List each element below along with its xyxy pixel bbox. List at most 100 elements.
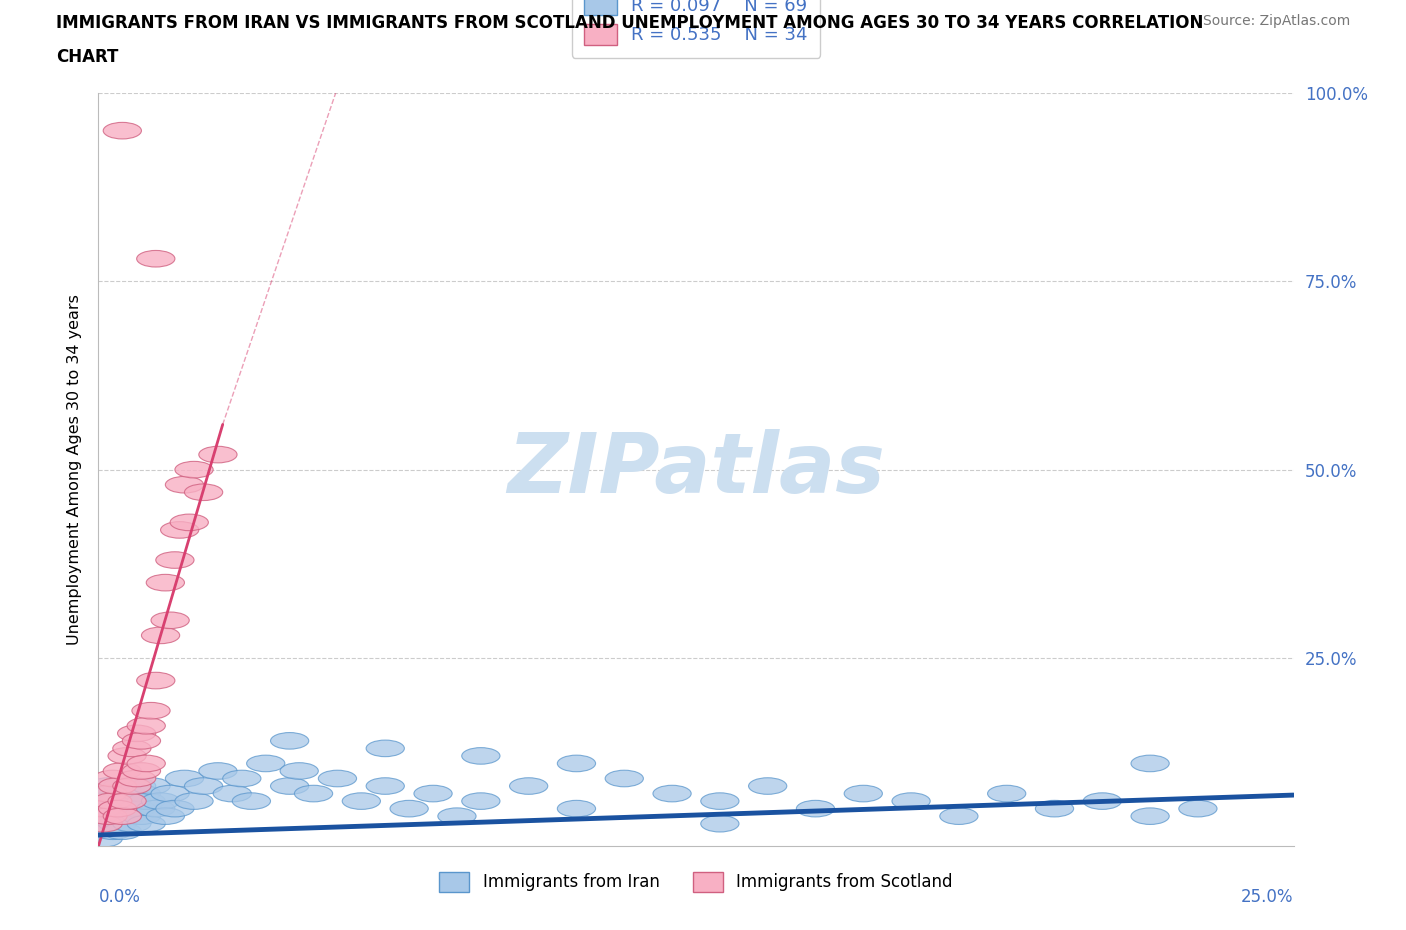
Ellipse shape [389,801,429,817]
Ellipse shape [700,816,740,832]
Ellipse shape [174,461,214,478]
Ellipse shape [150,785,190,802]
Ellipse shape [103,808,142,825]
Ellipse shape [184,484,222,500]
Ellipse shape [796,801,835,817]
Ellipse shape [122,733,160,750]
Ellipse shape [142,627,180,644]
Ellipse shape [366,777,405,794]
Ellipse shape [84,792,122,809]
Ellipse shape [214,785,252,802]
Ellipse shape [146,575,184,591]
Ellipse shape [1178,801,1218,817]
Ellipse shape [142,792,180,809]
Ellipse shape [98,801,136,817]
Ellipse shape [318,770,357,787]
Y-axis label: Unemployment Among Ages 30 to 34 years: Unemployment Among Ages 30 to 34 years [66,294,82,645]
Ellipse shape [1130,808,1170,825]
Ellipse shape [84,801,122,817]
Ellipse shape [94,770,132,787]
Text: 25.0%: 25.0% [1241,888,1294,906]
Ellipse shape [232,792,270,809]
Ellipse shape [112,740,150,757]
Text: CHART: CHART [56,48,118,66]
Ellipse shape [987,785,1026,802]
Ellipse shape [461,748,501,764]
Ellipse shape [98,816,136,832]
Text: ZIPatlas: ZIPatlas [508,429,884,511]
Ellipse shape [127,755,166,772]
Ellipse shape [108,808,146,825]
Ellipse shape [198,446,238,463]
Ellipse shape [112,777,150,794]
Ellipse shape [939,808,979,825]
Ellipse shape [844,785,883,802]
Ellipse shape [108,748,146,764]
Ellipse shape [170,514,208,531]
Ellipse shape [103,823,142,840]
Ellipse shape [103,763,142,779]
Ellipse shape [98,792,136,809]
Ellipse shape [891,792,931,809]
Ellipse shape [342,792,381,809]
Ellipse shape [122,763,160,779]
Ellipse shape [112,792,150,809]
Ellipse shape [132,777,170,794]
Ellipse shape [1083,792,1122,809]
Ellipse shape [294,785,333,802]
Ellipse shape [146,808,184,825]
Ellipse shape [166,476,204,493]
Ellipse shape [94,785,132,802]
Ellipse shape [150,612,190,629]
Ellipse shape [136,250,174,267]
Ellipse shape [127,717,166,734]
Ellipse shape [366,740,405,757]
Ellipse shape [112,816,150,832]
Ellipse shape [108,792,146,809]
Ellipse shape [509,777,548,794]
Ellipse shape [89,777,127,794]
Ellipse shape [98,777,136,794]
Ellipse shape [103,123,142,139]
Ellipse shape [700,792,740,809]
Ellipse shape [413,785,453,802]
Ellipse shape [166,770,204,787]
Ellipse shape [108,785,146,802]
Ellipse shape [94,792,132,809]
Text: 0.0%: 0.0% [98,888,141,906]
Ellipse shape [270,777,309,794]
Ellipse shape [118,801,156,817]
Ellipse shape [127,792,166,809]
Ellipse shape [652,785,692,802]
Ellipse shape [437,808,477,825]
Ellipse shape [84,816,122,832]
Ellipse shape [122,808,160,825]
Ellipse shape [118,725,156,741]
Ellipse shape [160,522,198,538]
Ellipse shape [246,755,285,772]
Ellipse shape [84,830,122,847]
Ellipse shape [89,801,127,817]
Ellipse shape [94,808,132,825]
Ellipse shape [103,801,142,817]
Ellipse shape [89,816,127,832]
Ellipse shape [1035,801,1074,817]
Ellipse shape [557,801,596,817]
Ellipse shape [198,763,238,779]
Ellipse shape [118,770,156,787]
Ellipse shape [127,816,166,832]
Ellipse shape [156,551,194,568]
Text: Source: ZipAtlas.com: Source: ZipAtlas.com [1202,14,1350,28]
Ellipse shape [89,785,127,802]
Legend: Immigrants from Iran, Immigrants from Scotland: Immigrants from Iran, Immigrants from Sc… [433,866,959,898]
Ellipse shape [184,777,222,794]
Ellipse shape [270,733,309,750]
Ellipse shape [103,777,142,794]
Ellipse shape [94,823,132,840]
Ellipse shape [280,763,318,779]
Ellipse shape [605,770,644,787]
Ellipse shape [174,792,214,809]
Ellipse shape [1130,755,1170,772]
Ellipse shape [118,777,156,794]
Ellipse shape [156,801,194,817]
